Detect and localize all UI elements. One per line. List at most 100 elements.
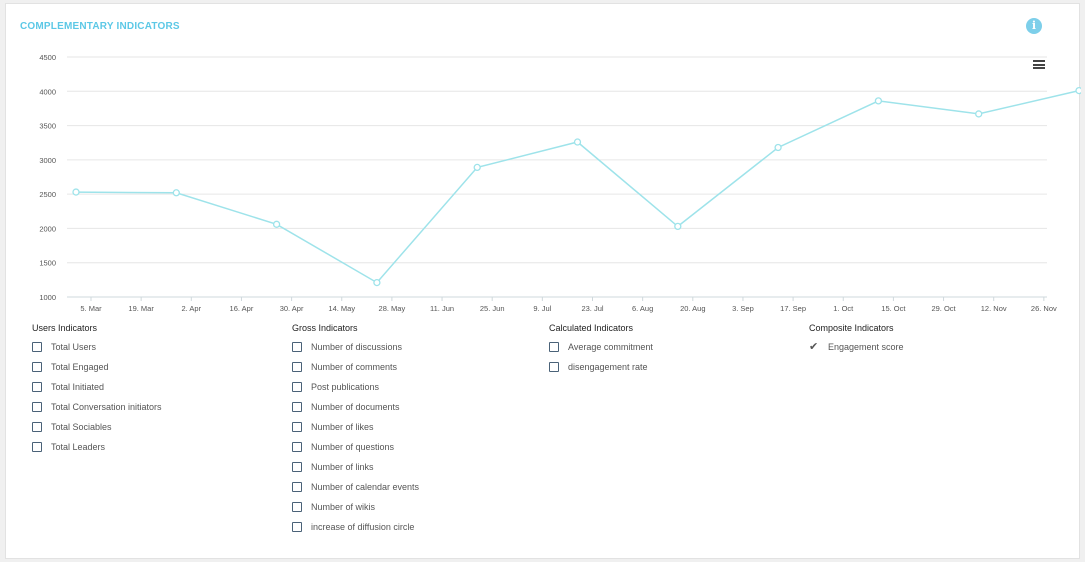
checkbox[interactable] [292,422,302,432]
checkbox[interactable] [292,482,302,492]
x-tick-label: 16. Apr [230,304,254,313]
checkbox[interactable] [292,402,302,412]
indicator-option[interactable]: Total Initiated [32,382,162,402]
indicator-option[interactable]: ✔ Engagement score [809,342,904,362]
option-label: Number of documents [311,402,400,412]
y-tick-label: 1000 [39,293,56,302]
calculated-indicators-group: Calculated Indicators Average commitment… [549,322,653,382]
group-title: Calculated Indicators [549,323,634,333]
y-tick-label: 1500 [39,259,56,268]
checkbox[interactable] [32,402,42,412]
gross-indicators-group: Gross Indicators Number of discussions Nu… [292,322,419,542]
data-point[interactable] [473,163,481,172]
x-tick-label: 17. Sep [780,304,806,313]
checkbox[interactable] [292,342,302,352]
option-label: increase of diffusion circle [311,522,415,532]
card-title: COMPLEMENTARY INDICATORS [20,21,180,32]
data-point[interactable] [373,278,381,287]
checkbox[interactable] [292,362,302,372]
option-label: Total Sociables [51,422,112,432]
group-title: Gross Indicators [292,323,358,333]
group-title: Users Indicators [32,323,98,333]
indicator-option[interactable]: Average commitment [549,342,653,362]
checkbox[interactable] [549,342,559,352]
indicator-option[interactable]: Total Conversation initiators [32,402,162,422]
checkbox[interactable] [549,362,559,372]
x-tick-label: 19. Mar [128,304,154,313]
option-label: Number of calendar events [311,482,420,492]
x-tick-label: 2. Apr [181,304,201,313]
x-tick-label: 15. Oct [881,304,906,313]
checkbox[interactable] [32,422,42,432]
checkbox[interactable] [292,442,302,452]
y-tick-label: 4500 [39,53,56,62]
line-chart: 1000 1500 2000 2500 3000 3500 4000 4500 5. Mar 1… [39,53,1081,313]
x-tick-label: 1. Oct [833,304,854,313]
indicator-option[interactable]: Total Engaged [32,362,162,382]
users-indicators-group: Users Indicators Total Users Total Engage… [32,322,162,462]
indicator-option[interactable]: Number of likes [292,422,419,442]
group-title: Composite Indicators [809,323,894,333]
checkbox[interactable] [32,342,42,352]
option-label: Number of comments [311,362,398,372]
option-label: Total Users [51,342,97,352]
data-point[interactable] [172,189,180,197]
checkbox[interactable] [32,382,42,392]
indicator-option[interactable]: Total Leaders [32,442,162,462]
indicator-option[interactable]: Number of questions [292,442,419,462]
option-label: Number of likes [311,422,374,432]
option-label: Number of questions [311,442,395,452]
data-point[interactable] [674,222,682,231]
y-tick-label: 2000 [39,224,56,233]
option-label: Total Conversation initiators [51,402,162,412]
data-point[interactable] [975,110,983,118]
checkbox[interactable] [292,522,302,532]
x-tick-label: 11. Jun [430,304,454,313]
indicator-option[interactable]: Total Sociables [32,422,162,442]
checkbox[interactable] [32,442,42,452]
indicator-option[interactable]: disengagement rate [549,362,653,382]
y-tick-label: 4000 [39,87,56,96]
hamburger-menu-icon[interactable] [1033,60,1045,69]
data-point[interactable] [272,220,281,228]
indicators-card: COMPLEMENTARY INDICATORS i 1000 1500 2000 2… [5,3,1081,559]
indicator-option[interactable]: Number of discussions [292,342,419,362]
x-tick-label: 12. Nov [981,304,1007,313]
x-tick-label: 25. Jun [480,304,505,313]
indicator-option[interactable]: Total Users [32,342,162,362]
indicator-option[interactable]: Number of documents [292,402,419,422]
data-point[interactable] [573,138,582,146]
x-tick-label: 6. Aug [632,304,653,313]
data-point[interactable] [874,97,883,105]
indicator-option[interactable]: Number of links [292,462,419,482]
data-point[interactable] [72,188,80,196]
checkbox[interactable] [292,462,302,472]
indicator-option[interactable]: Number of calendar events [292,482,419,502]
check-icon[interactable]: ✔ [809,341,819,353]
data-point[interactable] [1075,86,1081,95]
option-label: Total Leaders [51,442,106,452]
indicator-option[interactable]: increase of diffusion circle [292,522,419,542]
x-tick-label: 3. Sep [732,304,754,313]
option-label: Total Engaged [51,362,109,372]
data-point[interactable] [774,143,782,152]
chart-grid [67,56,1047,298]
indicator-option[interactable]: Number of wikis [292,502,419,522]
indicator-option[interactable]: Number of comments [292,362,419,382]
checkbox[interactable] [292,502,302,512]
x-tick-label: 14. May [328,304,355,313]
composite-indicators-group: Composite Indicators ✔ Engagement score [809,322,904,362]
option-label: Number of discussions [311,342,403,352]
option-label: disengagement rate [568,362,648,372]
x-axis: 5. Mar 19. Mar 2. Apr 16. Apr 30. Apr 14. May… [80,297,1057,313]
checkbox[interactable] [32,362,42,372]
x-tick-label: 29. Oct [931,304,956,313]
y-axis: 1000 1500 2000 2500 3000 3500 4000 4500 [39,53,56,302]
info-icon[interactable]: i [1026,18,1042,34]
option-label: Total Initiated [51,382,105,392]
x-tick-label: 20. Aug [680,304,705,313]
checkbox[interactable] [292,382,302,392]
option-label: Post publications [311,382,380,392]
y-tick-label: 2500 [39,190,56,199]
indicator-option[interactable]: Post publications [292,382,419,402]
